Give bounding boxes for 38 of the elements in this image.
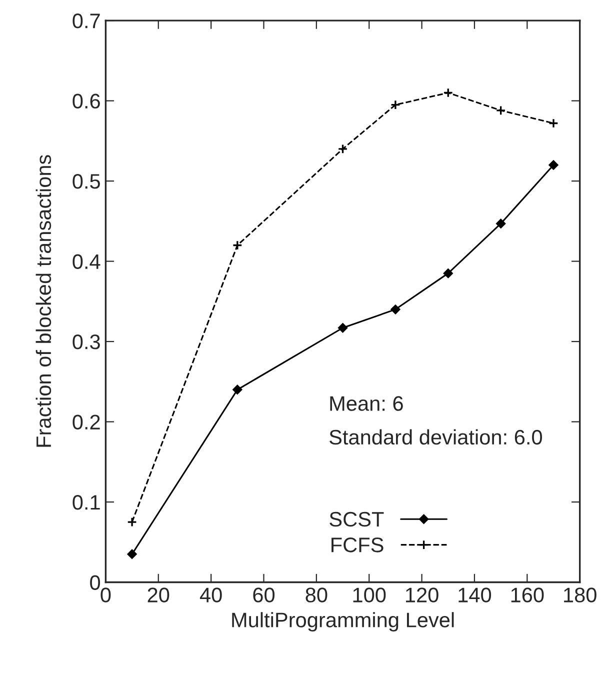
y-tick-label: 0.3: [72, 334, 100, 350]
y-tick-label: 0.6: [72, 94, 100, 109]
point: [127, 517, 138, 528]
point: [390, 100, 400, 110]
point: [443, 268, 453, 278]
y-tick-label: 0.4: [72, 254, 100, 270]
annotation: Standard deviation: 6.0: [329, 429, 542, 445]
x-tick-label: 100: [353, 588, 386, 602]
point: [548, 160, 558, 170]
x-tick-label: 0: [100, 588, 111, 602]
point: [390, 304, 400, 314]
x-tick-label: 120: [406, 588, 438, 602]
y-tick-label: 0.1: [72, 495, 100, 510]
y-tick-label: 0.2: [72, 414, 100, 430]
point: [548, 118, 558, 128]
point: [127, 549, 137, 559]
point: [496, 218, 506, 228]
y-tick-label: 0.5: [72, 174, 100, 189]
y-axis-title: Fraction of blocked transactions: [36, 155, 52, 447]
x-tick-label: 160: [511, 588, 544, 602]
x-tick-label: 20: [148, 588, 170, 602]
y-tick-label: 0.7: [72, 14, 100, 28]
legend-label: SCST: [330, 512, 384, 527]
y-tick-label: 0: [90, 575, 100, 590]
point: [232, 240, 242, 250]
annotation: Mean: 6: [330, 396, 403, 411]
x-tick-label: 180: [564, 588, 596, 602]
point: [496, 105, 506, 116]
point: [443, 88, 454, 98]
x-tick-label: 80: [306, 588, 328, 602]
x-axis-title: MultiProgramming Level: [232, 612, 454, 632]
x-tick-label: 60: [253, 588, 275, 602]
legend-label: FCFS: [332, 538, 384, 552]
x-tick-label: 40: [200, 588, 222, 602]
point: [232, 384, 242, 394]
x-tick-label: 140: [458, 588, 492, 602]
point: [338, 323, 348, 333]
point: [338, 144, 348, 154]
